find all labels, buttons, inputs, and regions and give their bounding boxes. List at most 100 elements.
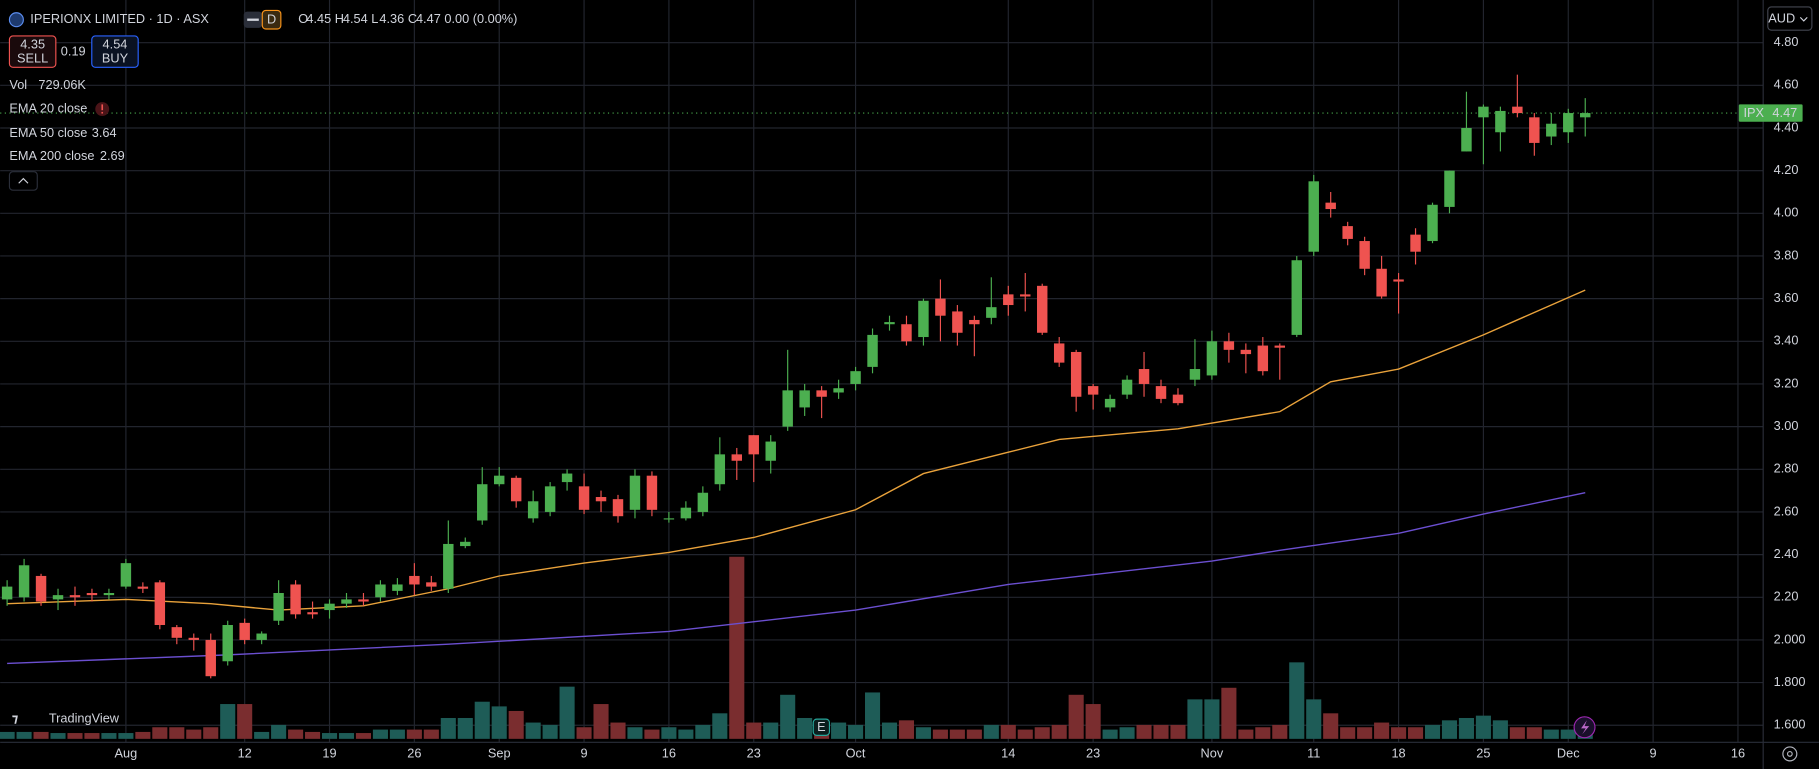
warning-icon-dot — [101, 111, 104, 114]
volume-bar — [1340, 727, 1356, 739]
volume-bar — [321, 733, 338, 739]
candle-body — [1037, 285, 1048, 333]
volume-bar — [33, 731, 49, 739]
currency-dropdown[interactable] — [1767, 6, 1813, 31]
candle-body — [952, 311, 963, 333]
volume-legend-value: 729.06K — [38, 77, 86, 92]
volume-bar — [610, 722, 626, 739]
volume-bar — [457, 717, 473, 739]
candle-body — [137, 586, 149, 589]
candle-body — [1495, 110, 1506, 133]
candle-body — [1, 586, 13, 600]
candle-body — [358, 599, 369, 602]
candle-body — [1427, 204, 1438, 242]
candle-body — [341, 599, 352, 604]
candle-body — [1240, 349, 1252, 355]
candle-body — [103, 593, 115, 596]
candle-body — [816, 390, 827, 397]
candle-body — [1529, 117, 1540, 143]
volume-bar — [542, 724, 558, 739]
candle-body — [86, 593, 98, 596]
volume-bar — [1255, 727, 1271, 739]
last-price-label: 4.47 — [1772, 105, 1797, 120]
candle-body — [324, 603, 335, 611]
candle-body — [782, 390, 793, 427]
candle-body — [1563, 113, 1574, 133]
volume-bar — [1391, 727, 1407, 739]
warning-icon-mark — [101, 104, 104, 111]
candle-body — [1155, 386, 1167, 399]
candle-body — [663, 518, 675, 520]
x-tick-label: Oct — [846, 745, 866, 760]
earnings-marker-label: E — [817, 719, 826, 734]
candle-body — [1325, 202, 1336, 210]
volume-bar — [1306, 699, 1322, 739]
candle-body — [510, 477, 522, 502]
candle-body — [1359, 241, 1370, 269]
volume-bar — [678, 729, 694, 739]
y-tick-label: 2.60 — [1774, 503, 1799, 518]
volume-bar — [16, 731, 32, 739]
sell-label: SELL — [17, 51, 48, 66]
volume-bar — [695, 724, 711, 739]
volume-bar — [152, 727, 168, 739]
candle-body — [1274, 345, 1286, 348]
candle-body — [392, 584, 403, 591]
candle-body — [578, 486, 590, 510]
candle-body — [629, 475, 641, 510]
candle-body — [1138, 369, 1150, 384]
y-tick-label: 2.40 — [1774, 546, 1799, 561]
volume-bar — [915, 727, 931, 739]
candle-body — [443, 543, 454, 589]
volume-legend-name: Vol — [9, 77, 27, 92]
volume-bar — [491, 706, 507, 739]
volume-bar — [983, 724, 999, 739]
candle-body — [205, 639, 216, 677]
candle-body — [1376, 268, 1387, 297]
y-tick-label: 3.80 — [1774, 247, 1799, 262]
volume-bar — [797, 717, 813, 739]
volume-bar — [1509, 727, 1525, 739]
collapse-button[interactable] — [8, 171, 38, 191]
volume-bar — [593, 704, 609, 739]
x-tick-label: 23 — [1086, 745, 1100, 760]
x-tick-label: 16 — [1731, 745, 1745, 760]
settings-button[interactable] — [1782, 746, 1798, 762]
earnings-marker[interactable] — [812, 718, 831, 736]
volume-bar — [1424, 724, 1441, 739]
sell-button[interactable] — [8, 35, 57, 68]
x-tick-label: 19 — [322, 745, 336, 760]
candle-body — [833, 388, 844, 393]
x-tick-label: Sep — [488, 745, 511, 760]
candle-body — [1478, 106, 1489, 118]
volume-bar — [169, 727, 185, 739]
y-tick-label: 4.80 — [1774, 34, 1799, 49]
candle-body — [256, 633, 267, 640]
candle-body — [561, 473, 573, 483]
sell-price: 4.35 — [20, 37, 45, 52]
buy-button[interactable] — [91, 35, 139, 68]
candle-body — [1087, 386, 1099, 395]
candle-body — [1020, 294, 1031, 297]
settings-icon — [1786, 751, 1793, 757]
volume-bar — [831, 722, 847, 739]
ohlc-value: 4.36 — [379, 11, 404, 26]
y-tick-label: 3.00 — [1774, 418, 1799, 433]
candle-body — [731, 454, 743, 461]
y-tick-label: 2.000 — [1774, 631, 1806, 646]
volume-bar — [966, 729, 982, 739]
x-tick-label: 11 — [1307, 745, 1320, 760]
volume-bar — [1204, 699, 1220, 739]
ohlc-legend: O4.45 H4.54 L 4.36 C4.47 — [298, 11, 441, 26]
volume-bar — [1408, 727, 1424, 739]
x-tick-label: 23 — [747, 745, 761, 760]
volume-bar — [474, 701, 490, 739]
currency: AUD — [1768, 11, 1795, 26]
candle-body — [120, 563, 132, 587]
volume-bar — [1458, 717, 1474, 739]
candle-body — [171, 627, 183, 638]
volume-bar — [50, 733, 66, 739]
volume-bar — [1068, 694, 1084, 739]
